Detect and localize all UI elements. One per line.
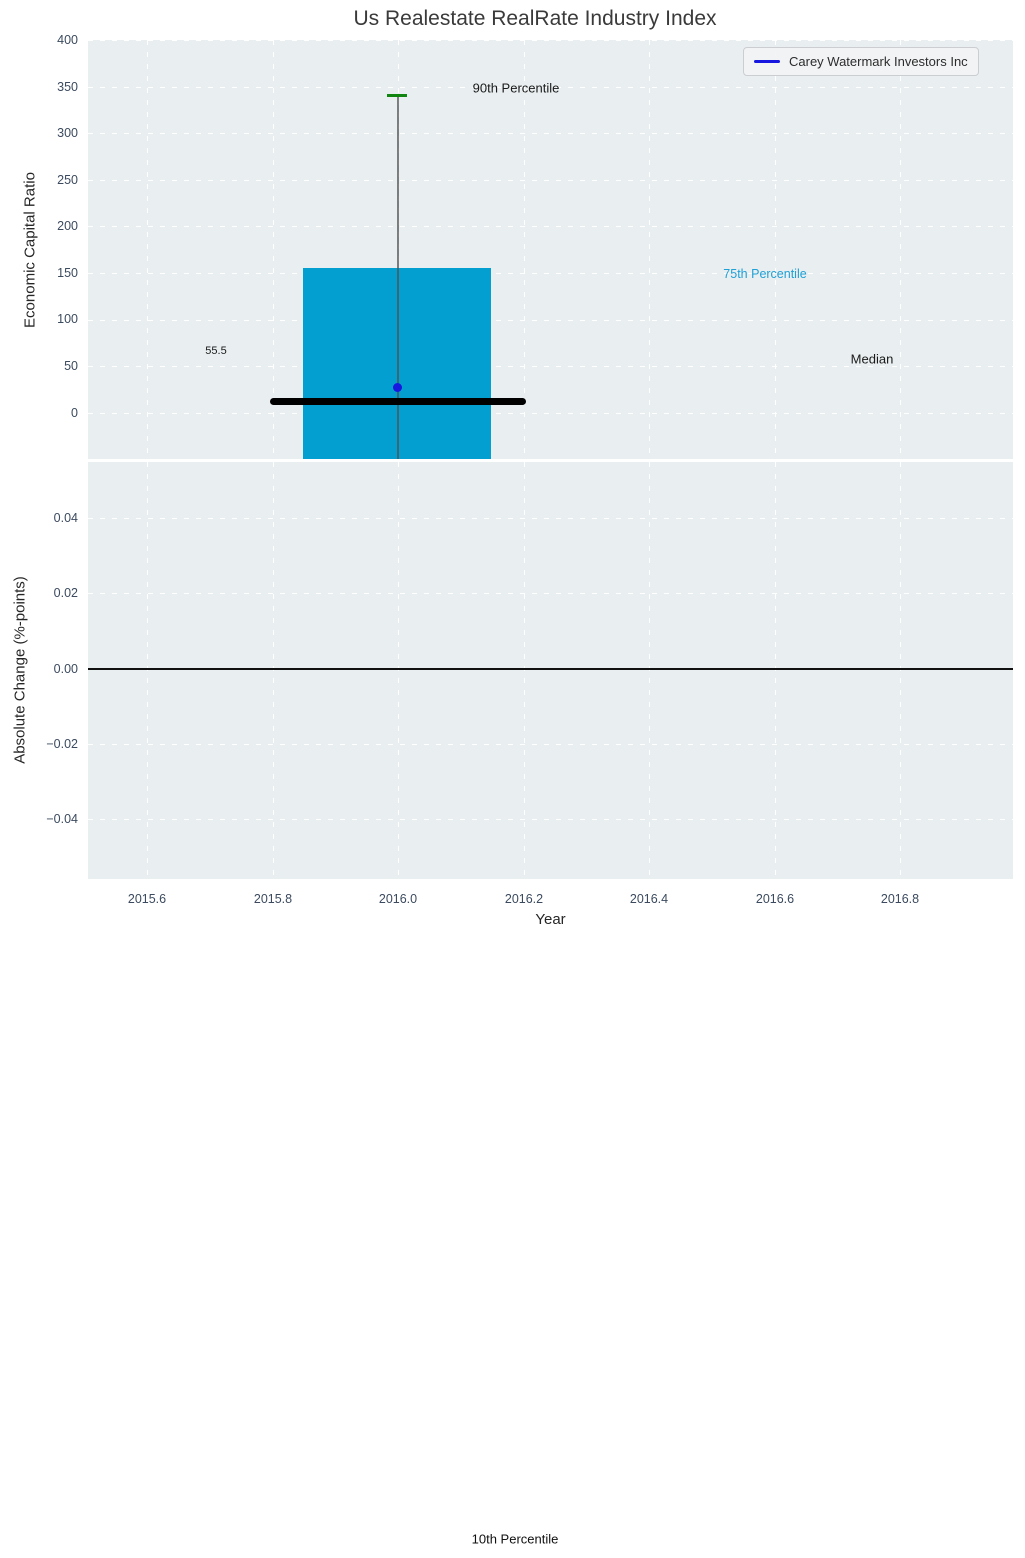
gridline	[88, 744, 1013, 745]
p90-cap	[387, 94, 407, 97]
gridline	[88, 87, 1013, 88]
gridline	[88, 273, 1013, 274]
gridline	[273, 462, 274, 879]
gridline	[147, 40, 148, 459]
bottom-panel	[88, 462, 1013, 879]
median-value-label: 55.5	[205, 345, 227, 357]
gridline	[88, 366, 1013, 367]
ytick: 300	[57, 126, 78, 140]
gridline	[900, 462, 901, 879]
gridline	[88, 413, 1013, 414]
ytick: 0.00	[53, 662, 78, 676]
gridline	[775, 40, 776, 459]
ytick: 200	[57, 219, 78, 233]
p90-label: 90th Percentile	[472, 80, 560, 96]
xlabel: Year	[535, 911, 566, 928]
gridline	[88, 593, 1013, 594]
gridline	[88, 40, 1013, 41]
gridline	[524, 40, 525, 459]
xtick: 2016.4	[629, 892, 669, 906]
xtick: 2016.8	[880, 892, 920, 906]
gridline	[775, 462, 776, 879]
legend-line-swatch	[754, 60, 780, 63]
xtick: 2016.2	[504, 892, 544, 906]
gridline	[524, 462, 525, 879]
zero-line	[88, 668, 1013, 670]
gridline	[398, 462, 399, 879]
ytick: 0.02	[53, 586, 78, 600]
legend: Carey Watermark Investors Inc	[743, 47, 979, 76]
company-point	[393, 383, 402, 392]
gridline	[88, 180, 1013, 181]
xtick: 2016.6	[755, 892, 795, 906]
ytick: 0	[71, 406, 78, 420]
p10-label: 10th Percentile	[471, 1531, 559, 1547]
ytick: 50	[64, 359, 78, 373]
median-line	[270, 398, 526, 405]
chart-title: Us Realestate RealRate Industry Index	[353, 7, 717, 30]
top-panel: 90th Percentile 75th Percentile Median 5…	[88, 40, 1013, 459]
ytick: 350	[57, 80, 78, 94]
whisker-line	[397, 96, 399, 459]
gridline	[649, 462, 650, 879]
ytick: 0.04	[53, 511, 78, 525]
ytick: −0.04	[46, 812, 78, 826]
bottom-ylabel: Absolute Change (%-points)	[11, 576, 29, 764]
ytick: 400	[57, 33, 78, 47]
gridline	[900, 40, 901, 459]
gridline	[88, 133, 1013, 134]
gridline	[88, 819, 1013, 820]
p75-label: 75th Percentile	[723, 267, 807, 281]
gridline	[88, 320, 1013, 321]
legend-label: Carey Watermark Investors Inc	[789, 54, 968, 69]
gridline	[88, 226, 1013, 227]
gridline	[273, 40, 274, 459]
gridline	[147, 462, 148, 879]
ytick: 100	[57, 312, 78, 326]
ytick: −0.02	[46, 737, 78, 751]
ytick: 250	[57, 173, 78, 187]
gridline	[88, 518, 1013, 519]
xtick: 2015.6	[127, 892, 167, 906]
xtick: 2016.0	[378, 892, 418, 906]
median-label: Median	[850, 351, 894, 367]
ytick: 150	[57, 266, 78, 280]
top-ylabel: Economic Capital Ratio	[21, 172, 39, 328]
xtick: 2015.8	[253, 892, 293, 906]
gridline	[649, 40, 650, 459]
